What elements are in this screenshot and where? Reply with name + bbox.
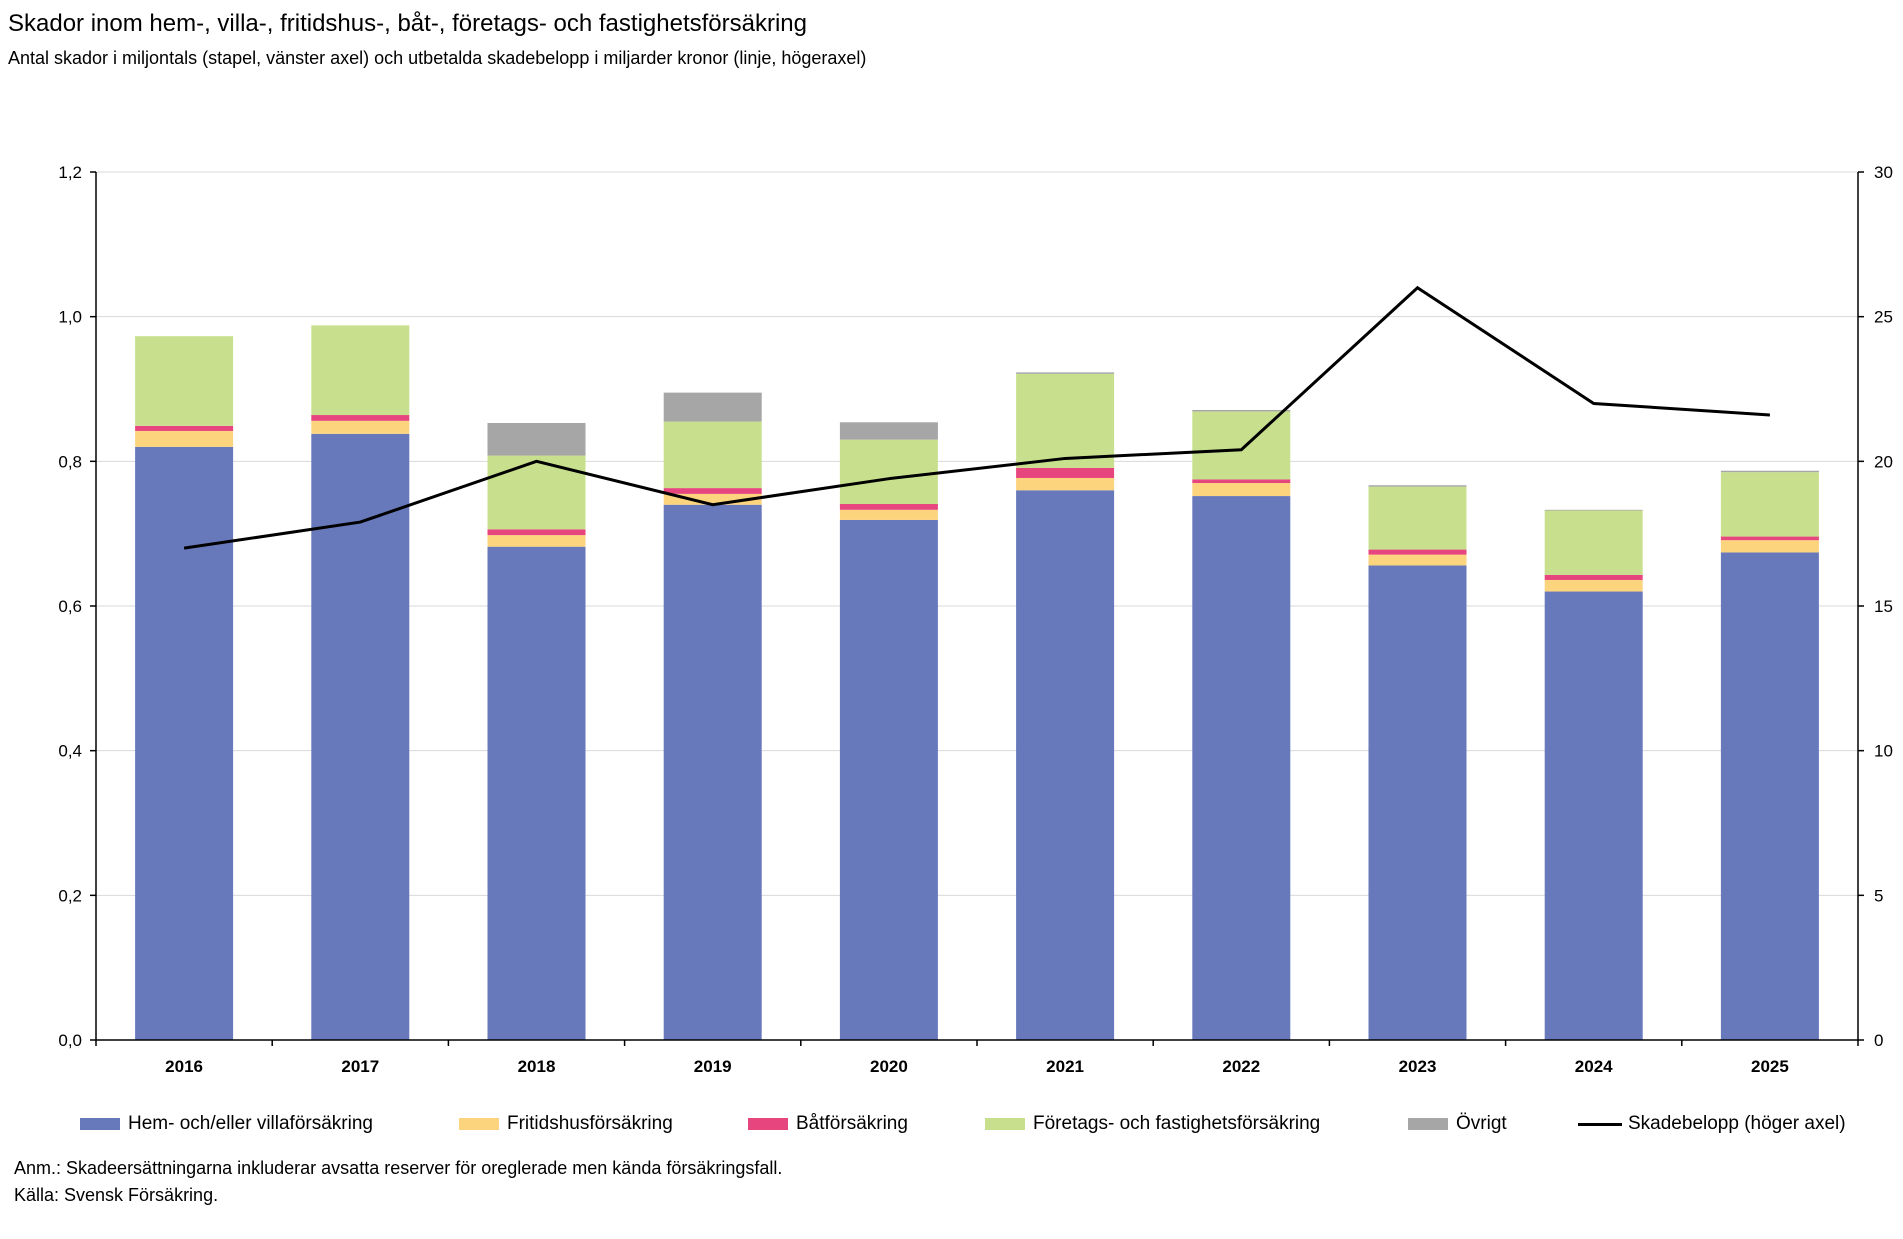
y-right-tick-label: 15 bbox=[1874, 597, 1893, 616]
legend-item-foretag: Företags- och fastighetsförsäkring bbox=[985, 1113, 1320, 1135]
bar-segment bbox=[1016, 467, 1115, 478]
bar-segment bbox=[1720, 552, 1819, 1040]
bar-segment bbox=[487, 455, 586, 530]
bar-segment bbox=[1720, 472, 1819, 537]
bar-segment bbox=[1192, 411, 1291, 480]
bar-segment bbox=[663, 488, 762, 494]
bar-segment bbox=[1016, 490, 1115, 1040]
bar-segment bbox=[1544, 509, 1643, 511]
bar-segment bbox=[839, 519, 938, 1040]
bar-segment bbox=[487, 535, 586, 547]
y-left-tick-label: 0,6 bbox=[58, 597, 82, 616]
legend-label-fritidshus: Fritidshusförsäkring bbox=[507, 1113, 673, 1134]
bar-segment bbox=[1544, 510, 1643, 575]
bar-segment bbox=[839, 504, 938, 510]
y-left-tick-label: 1,0 bbox=[58, 308, 82, 327]
x-tick-label: 2020 bbox=[870, 1057, 908, 1076]
footnote-source: Källa: Svensk Försäkring. bbox=[14, 1185, 219, 1205]
legend-swatch-ovrigt bbox=[1408, 1118, 1448, 1130]
y-left-tick-label: 0,2 bbox=[58, 886, 82, 905]
y-right-tick-label: 20 bbox=[1874, 452, 1893, 471]
legend-swatch-hem bbox=[80, 1118, 120, 1130]
x-tick-label: 2021 bbox=[1046, 1057, 1084, 1076]
bar-segment bbox=[1368, 549, 1467, 555]
bar-segment bbox=[1016, 477, 1115, 491]
bar-segment bbox=[663, 421, 762, 489]
legend-swatch-fritidshus bbox=[459, 1118, 499, 1130]
bar-segment bbox=[1192, 479, 1291, 484]
x-tick-label: 2023 bbox=[1399, 1057, 1437, 1076]
x-tick-label: 2016 bbox=[165, 1057, 203, 1076]
legend-line-skadebelopp bbox=[1578, 1122, 1622, 1126]
bar-segment bbox=[135, 425, 234, 431]
bar-segment bbox=[487, 529, 586, 536]
bar-segment bbox=[311, 433, 410, 1040]
chart-title: Skador inom hem-, villa-, fritidshus-, b… bbox=[8, 10, 807, 37]
bar-segment bbox=[487, 422, 586, 456]
bar-segment bbox=[1368, 554, 1467, 566]
y-left-tick-label: 0,0 bbox=[58, 1031, 82, 1050]
x-tick-label: 2024 bbox=[1575, 1057, 1613, 1076]
x-tick-label: 2022 bbox=[1222, 1057, 1260, 1076]
bar-segment bbox=[135, 430, 234, 447]
x-tick-label: 2018 bbox=[518, 1057, 556, 1076]
legend: Hem- och/eller villaförsäkring Fritidshu… bbox=[0, 1113, 1903, 1143]
legend-label-foretag: Företags- och fastighetsförsäkring bbox=[1033, 1113, 1321, 1134]
footnote-anm: Anm.: Skadeersättningarna inkluderar avs… bbox=[14, 1158, 783, 1178]
legend-swatch-bat bbox=[748, 1118, 788, 1130]
bar-segment bbox=[1192, 483, 1291, 497]
bar-segment bbox=[135, 336, 234, 426]
bar-segment bbox=[839, 509, 938, 520]
bar-segment bbox=[1192, 496, 1291, 1040]
chart-subtitle: Antal skador i miljontals (stapel, vänst… bbox=[8, 48, 867, 68]
bar-segment bbox=[1368, 565, 1467, 1040]
y-left-tick-label: 0,4 bbox=[58, 742, 82, 761]
bar-segment bbox=[1720, 470, 1819, 473]
x-tick-label: 2019 bbox=[694, 1057, 732, 1076]
legend-label-bat: Båtförsäkring bbox=[796, 1113, 908, 1134]
bar-segment bbox=[487, 546, 586, 1040]
bar-segment bbox=[311, 325, 410, 416]
bar-segment bbox=[663, 504, 762, 1040]
bar-segment bbox=[1368, 486, 1467, 550]
footnotes: Anm.: Skadeersättningarna inkluderar avs… bbox=[14, 1155, 782, 1209]
bar-segment bbox=[1016, 373, 1115, 468]
bar-segment bbox=[1016, 372, 1115, 374]
legend-item-ovrigt: Övrigt bbox=[1408, 1113, 1507, 1135]
y-right-tick-label: 0 bbox=[1874, 1031, 1883, 1050]
legend-swatch-foretag bbox=[985, 1118, 1025, 1130]
legend-label-hem: Hem- och/eller villaförsäkring bbox=[128, 1113, 373, 1134]
bar-segment bbox=[663, 392, 762, 422]
bar-segment bbox=[1544, 579, 1643, 592]
legend-label-ovrigt: Övrigt bbox=[1456, 1113, 1507, 1134]
bar-segment bbox=[663, 493, 762, 505]
legend-item-fritidshus: Fritidshusförsäkring bbox=[459, 1113, 673, 1135]
bar-segment bbox=[1544, 574, 1643, 580]
bar-segment bbox=[839, 439, 938, 505]
bar-segment bbox=[1720, 536, 1819, 541]
bar-segment bbox=[839, 422, 938, 440]
y-right-tick-label: 25 bbox=[1874, 308, 1893, 327]
bar-segment bbox=[311, 415, 410, 421]
bar-segment bbox=[135, 446, 234, 1040]
legend-item-skadebelopp: Skadebelopp (höger axel) bbox=[1578, 1113, 1846, 1135]
bar-segment bbox=[1720, 540, 1819, 553]
bar-segment bbox=[1368, 485, 1467, 487]
x-tick-label: 2025 bbox=[1751, 1057, 1789, 1076]
y-left-tick-label: 0,8 bbox=[58, 452, 82, 471]
bar-segment bbox=[1544, 591, 1643, 1040]
legend-item-bat: Båtförsäkring bbox=[748, 1113, 908, 1135]
y-right-tick-label: 30 bbox=[1874, 163, 1893, 182]
bar-segment bbox=[311, 420, 410, 434]
legend-item-hem: Hem- och/eller villaförsäkring bbox=[80, 1113, 373, 1135]
y-right-tick-label: 5 bbox=[1874, 886, 1883, 905]
legend-label-skadebelopp: Skadebelopp (höger axel) bbox=[1628, 1113, 1846, 1134]
bar-segment bbox=[1192, 409, 1291, 412]
y-right-tick-label: 10 bbox=[1874, 742, 1893, 761]
y-left-tick-label: 1,2 bbox=[58, 163, 82, 182]
line-skadebelopp bbox=[183, 285, 1770, 550]
x-tick-label: 2017 bbox=[341, 1057, 379, 1076]
